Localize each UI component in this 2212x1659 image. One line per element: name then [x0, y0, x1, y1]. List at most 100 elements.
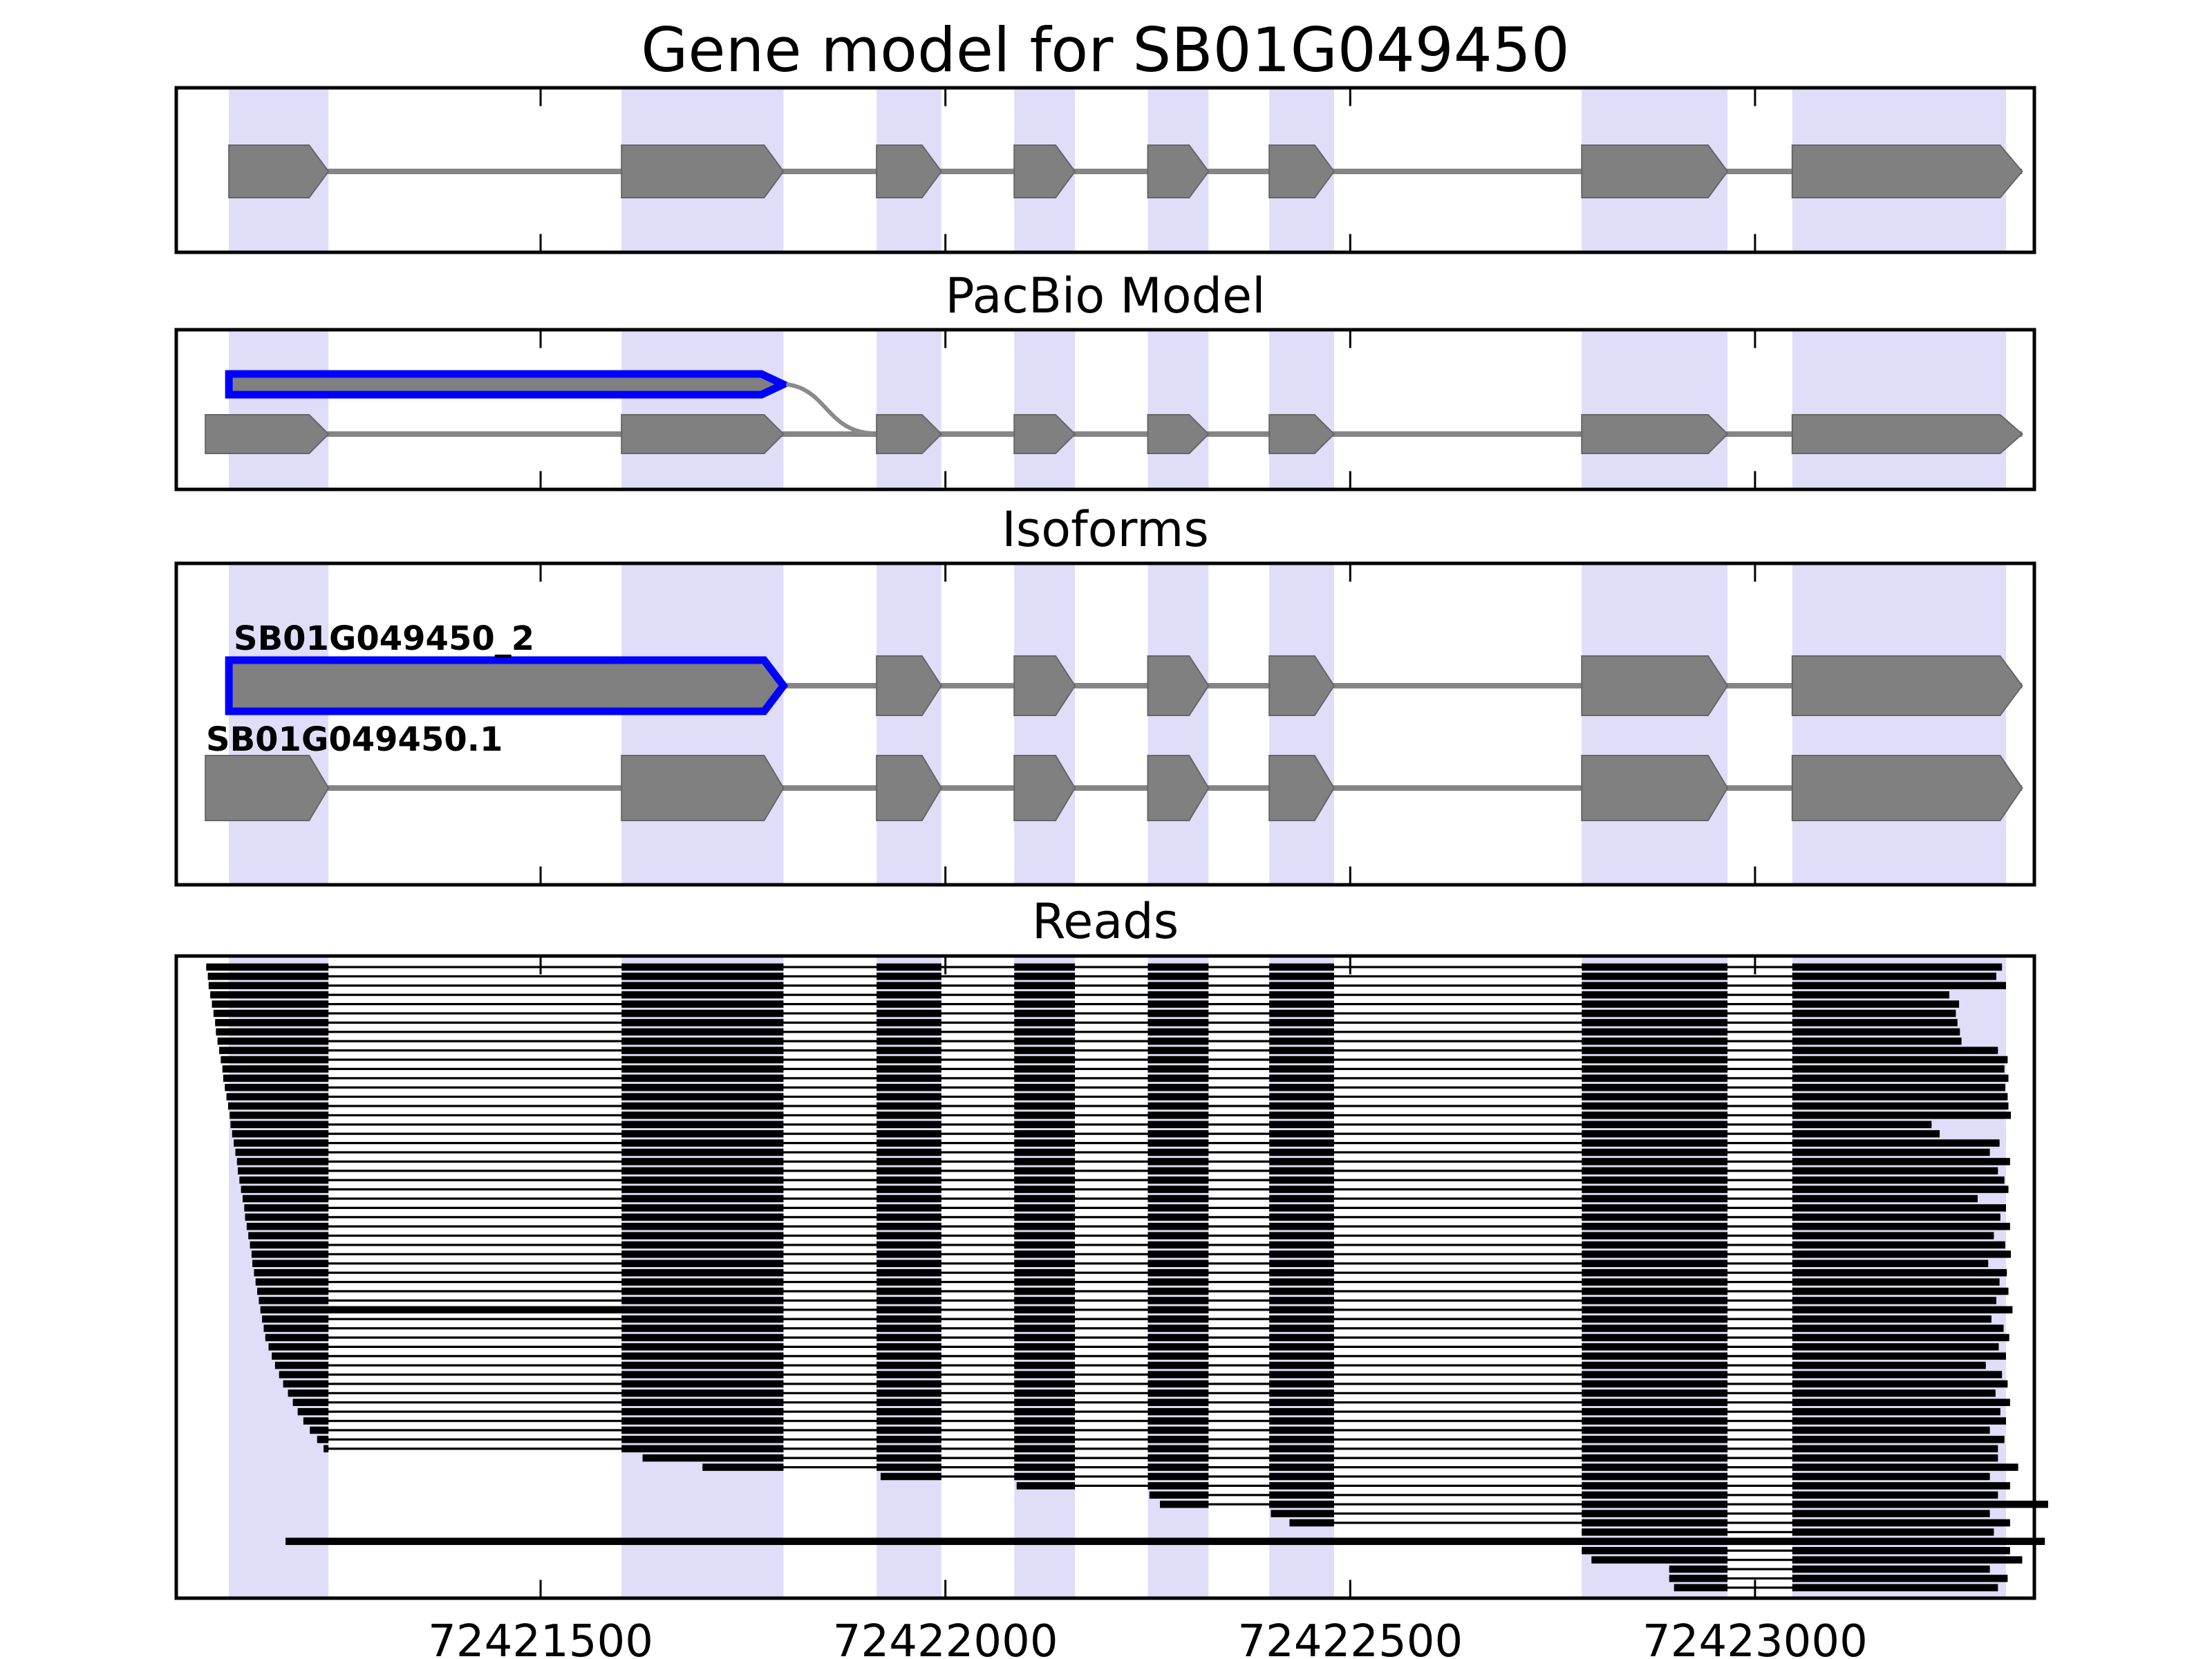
x-tick-label: 72422000 — [833, 1616, 1058, 1659]
read-exon-block — [1792, 1528, 1994, 1536]
read-exon-block — [1792, 1167, 1998, 1175]
read-exon-block — [1269, 1454, 1334, 1462]
read-exon-block — [1014, 1259, 1076, 1268]
read-intron-line — [217, 1040, 1962, 1042]
read-intron-line — [235, 1151, 1990, 1154]
read-exon-block — [1014, 1130, 1076, 1138]
read-exon-block — [1792, 1102, 2009, 1110]
read-exon-block — [877, 991, 941, 999]
read-exon-block — [1582, 1546, 1728, 1555]
read-exon-block — [621, 1121, 784, 1129]
read-exon-block — [1269, 963, 1334, 971]
read-row — [1582, 1528, 1994, 1536]
read-exon-block — [1269, 1389, 1334, 1397]
read-exon-block — [621, 1112, 784, 1119]
read-intron-line — [216, 1031, 1960, 1033]
panel-border — [174, 86, 2036, 254]
read-exon-block — [1269, 1204, 1334, 1212]
read-exon-block — [1147, 1315, 1209, 1323]
read-row — [229, 1112, 2012, 1119]
read-intron-line — [206, 966, 2003, 968]
read-exon-block — [1147, 1268, 1209, 1277]
read-exon-block — [1582, 1389, 1728, 1397]
read-exon-block — [877, 1371, 941, 1378]
read-exon-block — [1269, 1371, 1334, 1378]
unspliced-read — [285, 1537, 2045, 1546]
read-exon-block — [1014, 1222, 1076, 1230]
read-exon-block — [1014, 1139, 1076, 1147]
read-row — [255, 1278, 2000, 1286]
read-exon-block — [1147, 1287, 1209, 1295]
read-exon-block — [1147, 1333, 1209, 1342]
read-row — [235, 1148, 1990, 1156]
exon — [1147, 755, 1210, 821]
read-row — [292, 1398, 2010, 1407]
read-row — [239, 1176, 2005, 1184]
read-exon-block — [1792, 1037, 1962, 1045]
read-exon-block — [1582, 1158, 1728, 1165]
read-exon-block — [1582, 1361, 1728, 1369]
read-row — [274, 1361, 1986, 1369]
highlight-band — [877, 957, 941, 1597]
read-exon-block — [877, 1148, 941, 1156]
read-exon-block — [1582, 1167, 1728, 1175]
read-exon-block — [1269, 1093, 1334, 1100]
read-exon-block — [263, 1324, 329, 1332]
x-axis-labels: 72421500 72422000 72422500 72423000 — [428, 1616, 1868, 1659]
read-exon-block — [1792, 1250, 2012, 1258]
read-exon-block — [1792, 963, 2003, 971]
read-exon-block — [212, 1000, 329, 1008]
read-exon-block — [1014, 1102, 1076, 1110]
read-exon-block — [1269, 1232, 1334, 1239]
read-intron-line — [230, 1123, 1932, 1126]
read-exon-block — [1792, 1287, 2009, 1295]
read-exon-block — [1014, 1028, 1076, 1036]
read-exon-block — [1269, 1463, 1334, 1471]
read-exon-block — [877, 1176, 941, 1184]
read-exon-block — [1582, 1074, 1728, 1082]
read-exon-block — [877, 1130, 941, 1138]
read-exon-block — [877, 1047, 941, 1054]
highlight-band — [1582, 565, 1728, 883]
read-exon-block — [1582, 1019, 1728, 1027]
read-exon-block — [1147, 1417, 1209, 1425]
read-intron-line — [215, 1021, 1958, 1024]
highlight-band — [1147, 565, 1209, 883]
read-exon-block — [1792, 1241, 2005, 1249]
read-exon-block — [206, 963, 329, 971]
axis-ticks — [539, 89, 1756, 251]
read-exon-block — [1792, 1324, 2004, 1332]
exon — [1268, 144, 1335, 198]
read-exon-block — [621, 1019, 784, 1027]
read-exon-block — [1582, 1417, 1728, 1425]
x-tick-label: 72421500 — [428, 1616, 653, 1659]
read-exon-block — [877, 1185, 941, 1193]
read-exon-block — [1269, 1167, 1334, 1175]
read-exon-block — [877, 1158, 941, 1165]
read-exon-block — [877, 1259, 941, 1268]
read-exon-block — [621, 1037, 784, 1045]
read-exon-block — [1014, 1306, 1076, 1314]
read-exon-block — [1147, 1213, 1209, 1221]
read-exon-block — [1269, 1121, 1334, 1129]
read-exon-block — [1014, 1371, 1076, 1378]
main-title: Gene model for SB01G049450 — [641, 15, 1570, 86]
exon — [1581, 655, 1729, 716]
read-exon-block — [1269, 1083, 1334, 1091]
highlight-band — [1582, 331, 1728, 488]
read-exon-block — [621, 1102, 784, 1110]
read-exon-block — [1269, 1139, 1334, 1147]
read-exon-block — [1582, 1398, 1728, 1407]
read-exon-block — [260, 1306, 329, 1314]
read-exon-block — [1147, 991, 1209, 999]
read-intron-line — [226, 1096, 2008, 1098]
read-exon-block — [1014, 1037, 1076, 1045]
read-exon-block — [621, 1361, 784, 1369]
read-exon-block — [1147, 1222, 1209, 1230]
read-exon-block — [621, 1130, 784, 1138]
read-exon-block — [1269, 1436, 1334, 1443]
read-exon-block — [265, 1333, 329, 1342]
exon — [1268, 755, 1335, 821]
read-exon-block — [877, 1102, 941, 1110]
read-row — [221, 1056, 2008, 1064]
